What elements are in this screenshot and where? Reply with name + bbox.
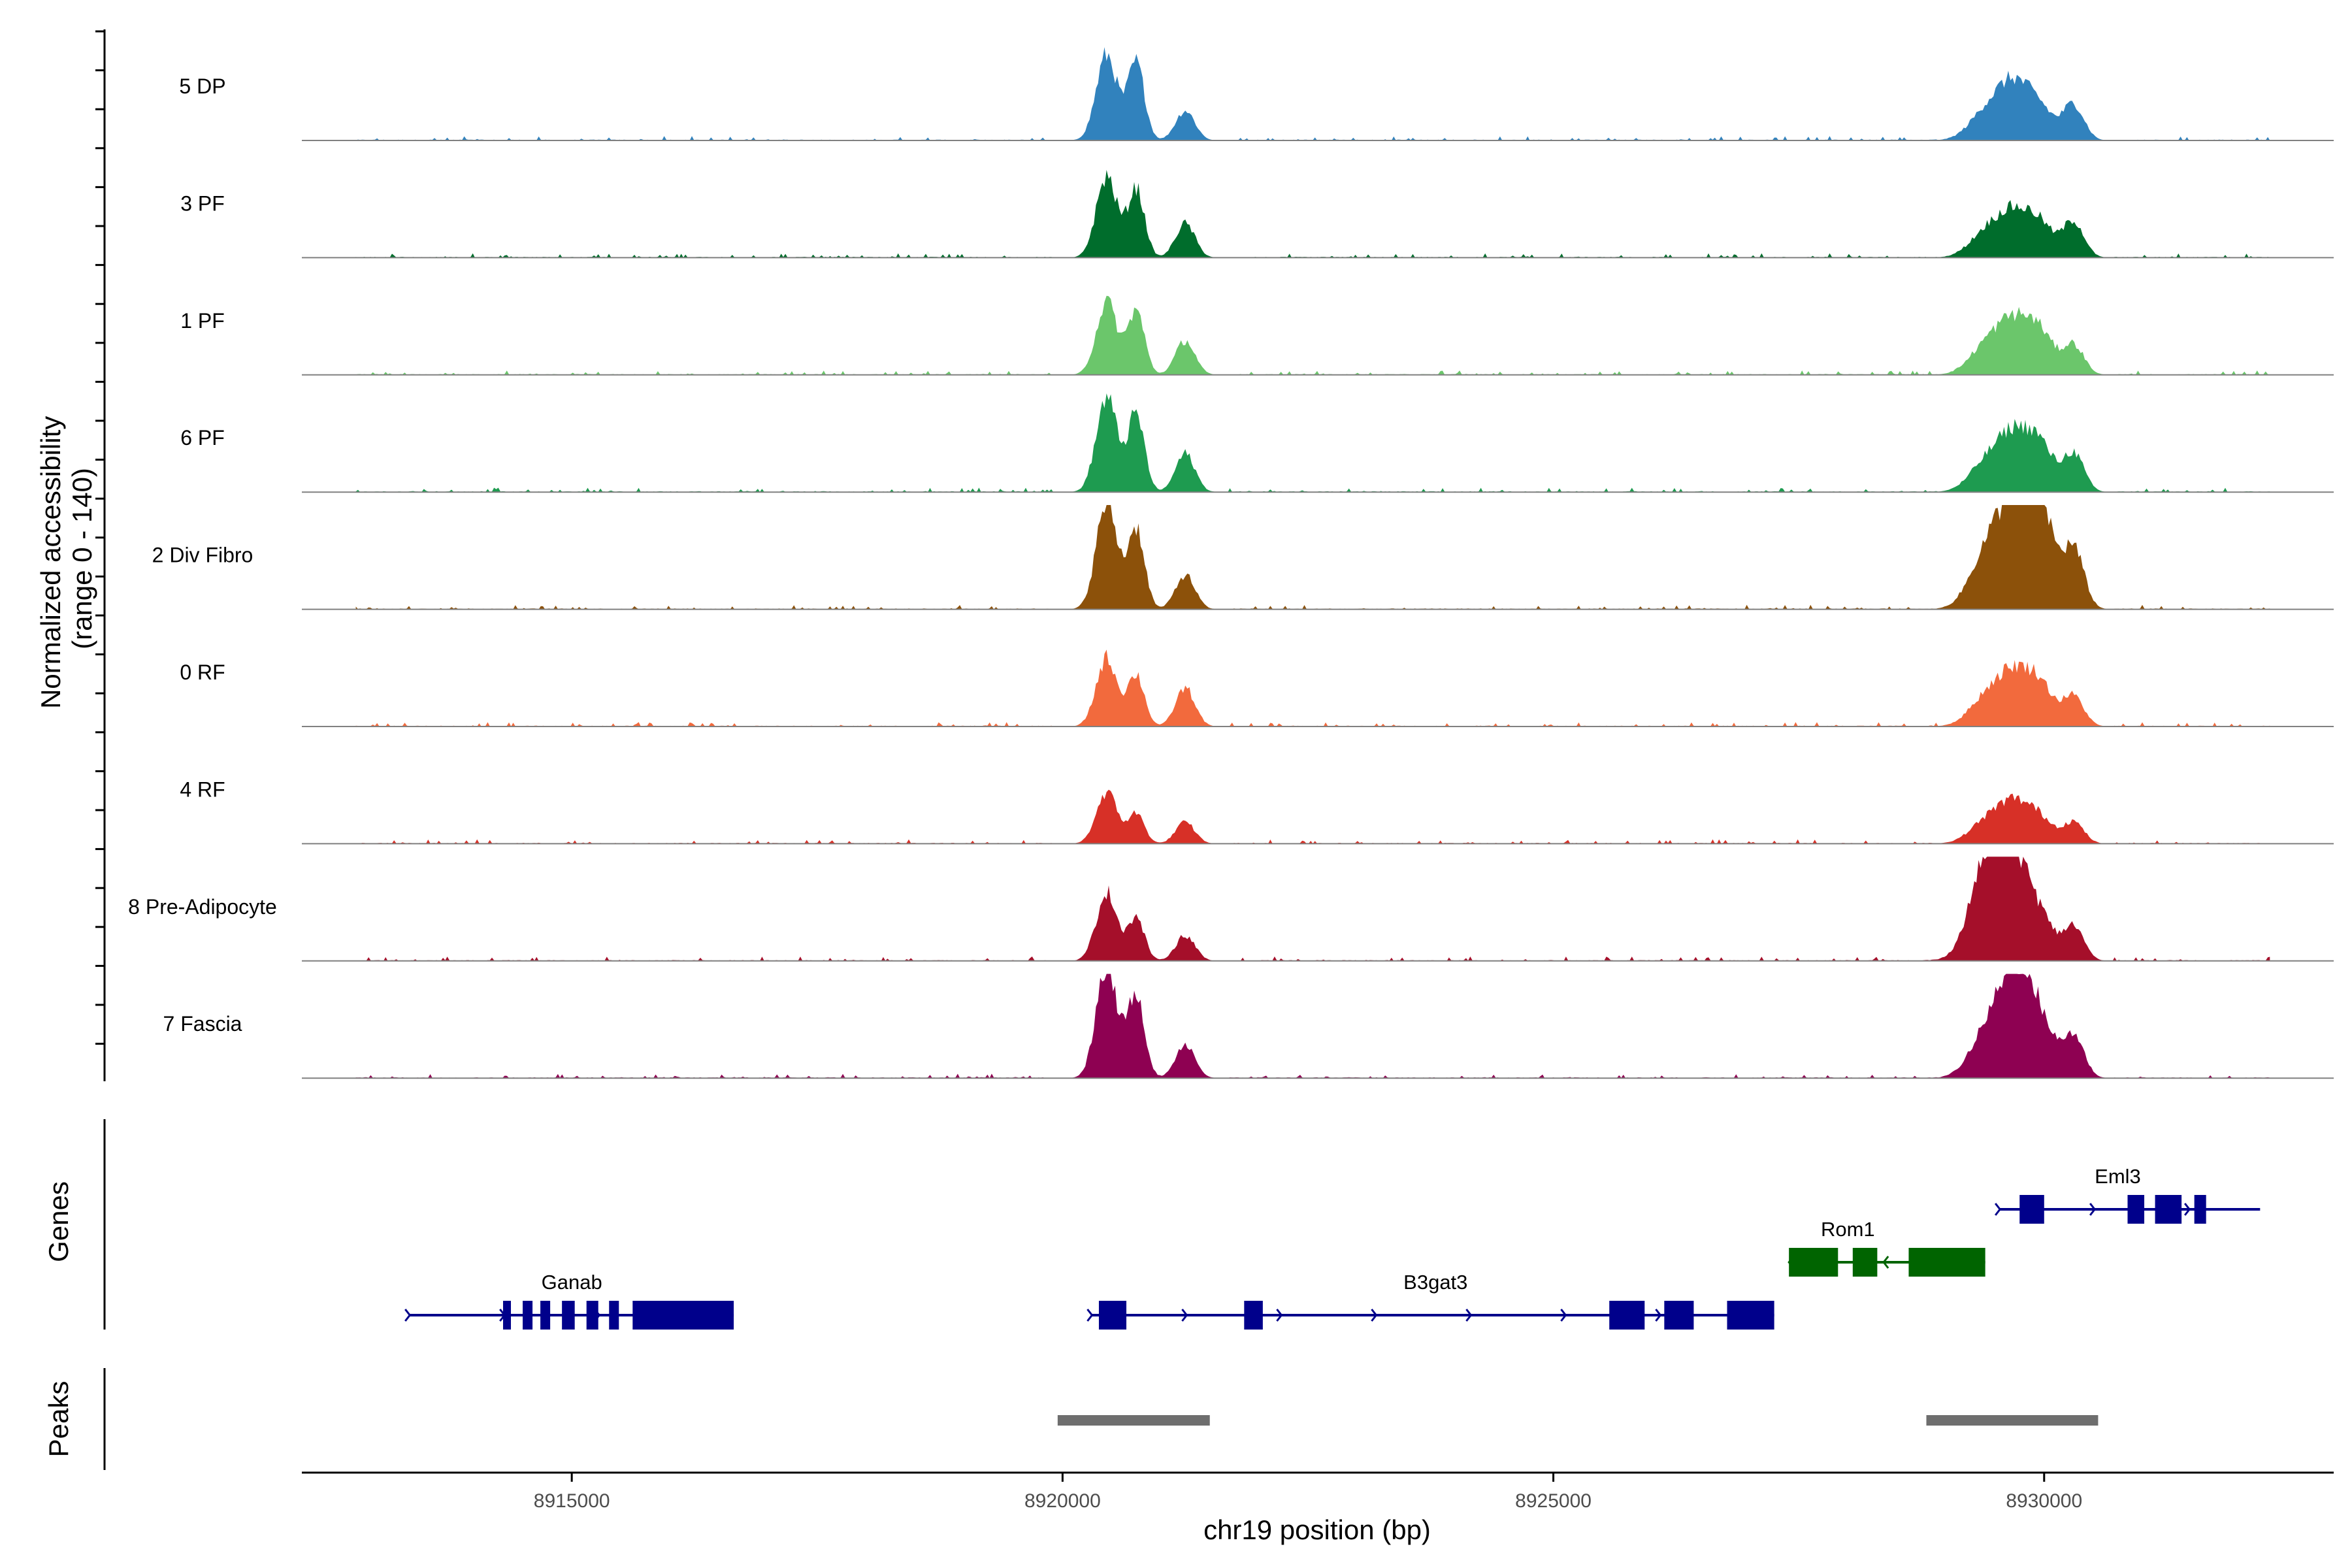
strand-arrow	[1655, 1309, 1662, 1322]
gene-exon	[2194, 1195, 2206, 1224]
gene-exon	[2155, 1195, 2182, 1224]
gene-annotations: Ganab B3gat3 Rom1 Eml3	[404, 1165, 2261, 1330]
track-4-rf: 4 RF	[180, 777, 2334, 845]
y-axis-title-line-2: (range 0 - 140)	[67, 468, 97, 649]
gene-exon	[540, 1301, 551, 1330]
gene-exon	[1789, 1248, 1838, 1277]
gene-exon	[1664, 1301, 1694, 1330]
strand-arrow	[1371, 1309, 1378, 1322]
track-label: 7 Fascia	[163, 1012, 242, 1036]
x-axis-ticks: 8915000 8920000 8925000 8930000	[534, 1473, 2082, 1512]
strand-arrow	[1086, 1309, 1094, 1322]
track-6-pf: 6 PF	[180, 393, 2334, 493]
coverage-area	[355, 789, 2270, 844]
gene-label: B3gat3	[1403, 1271, 1467, 1294]
strand-arrow	[1560, 1309, 1567, 1322]
y-axis-title-line-1: Normalized accessibility	[35, 416, 66, 709]
track-1-pf: 1 PF	[180, 295, 2334, 376]
track-label: 5 DP	[179, 74, 225, 98]
coverage-area	[355, 170, 2270, 258]
strand-arrow	[2183, 1203, 2191, 1216]
gene-exon	[632, 1301, 734, 1330]
track-label: 3 PF	[180, 191, 225, 215]
gene-exon	[523, 1301, 533, 1330]
gene-eml3: Eml3	[1994, 1165, 2261, 1224]
strand-arrow	[1276, 1309, 1283, 1322]
gene-ganab: Ganab	[404, 1271, 734, 1330]
gene-b3gat3: B3gat3	[1086, 1271, 1774, 1330]
gene-exon	[1727, 1301, 1774, 1330]
strand-arrow	[404, 1309, 412, 1322]
gene-exon	[562, 1301, 575, 1330]
coverage-area	[355, 295, 2270, 375]
gene-label: Eml3	[2095, 1165, 2141, 1188]
strand-arrow	[1882, 1256, 1889, 1269]
peak-bar	[1926, 1415, 2099, 1426]
peak-bar	[1057, 1415, 1210, 1426]
gene-exon	[1244, 1301, 1263, 1330]
gene-rom1: Rom1	[1788, 1218, 1985, 1277]
gene-exon	[502, 1301, 512, 1330]
coverage-area	[355, 973, 2270, 1079]
gene-exon	[1609, 1301, 1645, 1330]
strand-arrow	[1994, 1203, 2002, 1216]
track-0-rf: 0 RF	[180, 649, 2334, 727]
track-2-div-fibro: 2 Div Fibro	[152, 505, 2334, 610]
strand-arrow	[2089, 1203, 2097, 1216]
gene-exon	[1852, 1248, 1878, 1277]
peak-regions	[1057, 1415, 2099, 1426]
gene-exon	[586, 1301, 598, 1330]
track-label: 8 Pre-Adipocyte	[128, 895, 277, 919]
gene-exon	[2019, 1195, 2044, 1224]
track-label: 2 Div Fibro	[152, 544, 253, 567]
track-label: 4 RF	[180, 777, 225, 801]
peaks-panel-title: Peaks	[43, 1381, 74, 1458]
coverage-area	[355, 505, 2270, 610]
track-8-pre-adipocyte: 8 Pre-Adipocyte	[128, 857, 2334, 962]
coverage-area	[355, 47, 2270, 140]
genes-panel-title: Genes	[43, 1181, 74, 1262]
coverage-tracks: 5 DP 3 PF 1 PF 6 PF 2 Div Fibro 0 RF 4 RF 8 Pre…	[128, 47, 2334, 1079]
gene-exon	[1098, 1301, 1127, 1330]
x-tick-label: 8915000	[534, 1490, 610, 1512]
y-axis-title: Normalized accessibility (range 0 - 140)	[35, 408, 97, 709]
x-tick-label: 8925000	[1515, 1490, 1592, 1512]
coverage-area	[355, 649, 2270, 727]
coverage-area	[355, 393, 2270, 493]
track-3-pf: 3 PF	[180, 170, 2334, 259]
x-tick-label: 8930000	[2006, 1490, 2082, 1512]
gene-exon	[609, 1301, 619, 1330]
gene-label: Ganab	[542, 1271, 602, 1294]
x-tick-label: 8920000	[1024, 1490, 1101, 1512]
track-label: 6 PF	[180, 426, 225, 449]
gene-exon	[1908, 1248, 1985, 1277]
coverage-area	[355, 857, 2270, 961]
track-label: 0 RF	[180, 661, 225, 684]
x-axis-title: chr19 position (bp)	[1203, 1514, 1431, 1545]
track-label: 1 PF	[180, 309, 225, 333]
gene-label: Rom1	[1821, 1218, 1875, 1241]
coverage-y-axis-ticks	[95, 30, 105, 1045]
strand-arrow	[1465, 1309, 1473, 1322]
gene-exon	[2127, 1195, 2145, 1224]
strand-arrow	[1181, 1309, 1188, 1322]
track-7-fascia: 7 Fascia	[163, 973, 2334, 1079]
track-5-dp: 5 DP	[179, 47, 2334, 141]
